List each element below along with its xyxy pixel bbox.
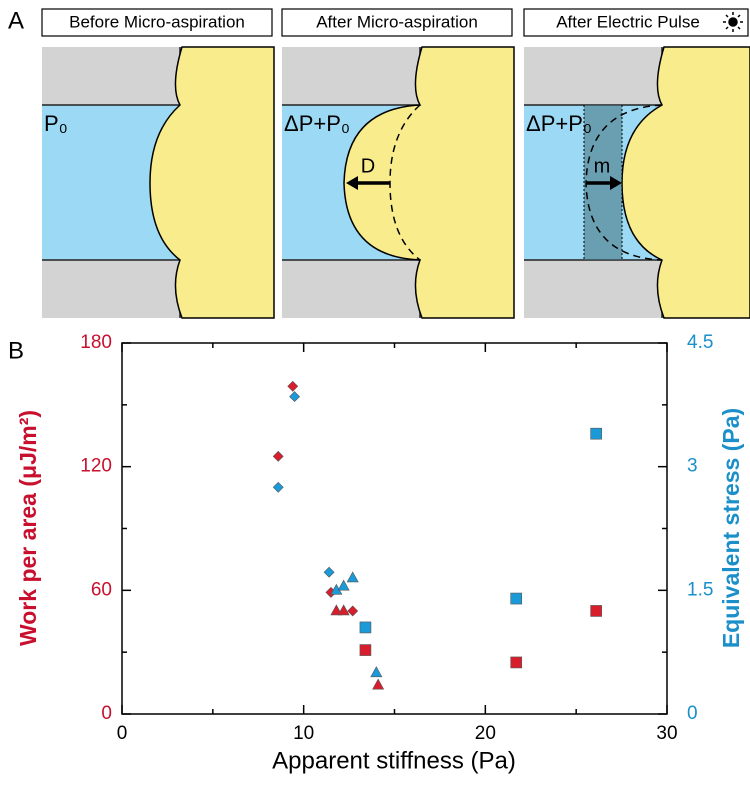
data-point xyxy=(346,571,359,583)
y-tick-label: 120 xyxy=(80,456,112,477)
y2-tick-label: 4.5 xyxy=(687,332,713,353)
panel-title: After Electric Pulse xyxy=(556,12,700,31)
header-2: After Micro-aspiration xyxy=(281,8,513,37)
panel-label: A xyxy=(8,7,24,34)
data-point xyxy=(337,604,350,616)
data-point xyxy=(272,481,284,493)
plot-frame xyxy=(121,342,668,715)
diagram-1: P₀ xyxy=(42,46,275,319)
data-point xyxy=(347,605,359,617)
diagram-2: D ΔP+P₀ xyxy=(282,46,515,319)
panel-label: B xyxy=(8,337,24,364)
panel-title: Before Micro-aspiration xyxy=(69,12,245,31)
pressure-label: ΔP+P₀ xyxy=(284,111,350,136)
y2-axis-label: Equivalent stress (Pa) xyxy=(718,408,744,648)
header-1: Before Micro-aspiration xyxy=(41,8,273,37)
data-point xyxy=(372,678,385,690)
arrow-label: D xyxy=(361,155,375,177)
data-point xyxy=(289,391,301,403)
data-point xyxy=(323,566,335,578)
pulse-icon xyxy=(723,12,743,32)
data-point xyxy=(330,604,343,616)
x-tick-label: 30 xyxy=(656,723,677,744)
x-tick-label: 20 xyxy=(475,723,496,744)
arrow-label: m xyxy=(594,155,611,177)
data-point xyxy=(359,621,372,634)
data-point xyxy=(370,666,383,678)
y2-tick-label: 3 xyxy=(687,456,698,477)
y2-tick-label: 1.5 xyxy=(687,579,713,600)
y-tick-label: 180 xyxy=(80,332,112,353)
data-point xyxy=(510,656,523,669)
data-point xyxy=(287,380,299,392)
data-point xyxy=(590,605,602,617)
y-axis-label: Work per area (μJ/m²) xyxy=(15,410,41,646)
y-tick-label: 60 xyxy=(91,579,112,600)
y2-tick-label: 0 xyxy=(687,703,698,724)
x-tick-label: 10 xyxy=(293,723,314,744)
pressure-label: P₀ xyxy=(44,111,68,136)
diagram-3: m ΔP+P₀ xyxy=(524,46,750,319)
data-point xyxy=(590,427,602,440)
data-point xyxy=(272,450,284,462)
data-point xyxy=(359,644,372,656)
panel-title: After Micro-aspiration xyxy=(316,12,478,31)
data-point xyxy=(337,579,350,591)
x-tick-label: 0 xyxy=(117,723,128,744)
x-axis-label: Apparent stiffness (Pa) xyxy=(272,747,516,774)
header-3: After Electric Pulse xyxy=(523,8,749,37)
pressure-label: ΔP+P₀ xyxy=(526,111,592,136)
data-point xyxy=(510,592,523,605)
y-tick-label: 0 xyxy=(101,703,112,724)
